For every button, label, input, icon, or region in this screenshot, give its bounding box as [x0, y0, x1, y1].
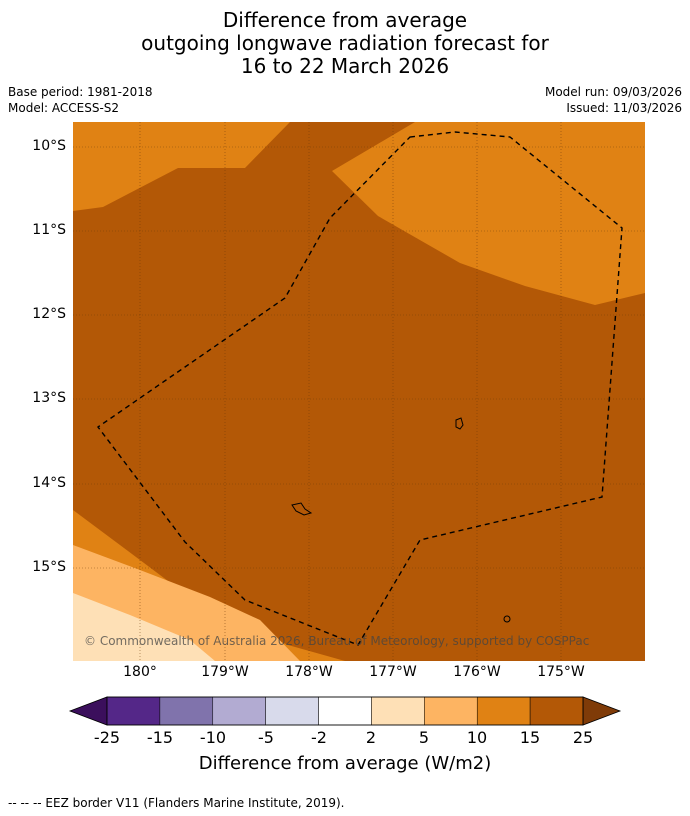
lat-label: 10°S: [32, 138, 66, 154]
eez-border: [97, 131, 623, 646]
colorbar-segment: [106, 696, 161, 726]
colorbar: [68, 696, 622, 726]
colorbar-segment: [529, 696, 584, 726]
colorbar-tick: -2: [311, 728, 327, 747]
island-3: [503, 615, 511, 623]
lat-label: 11°S: [32, 222, 66, 238]
island-2: [291, 502, 313, 516]
island-1: [455, 417, 464, 430]
copyright-text: © Commonwealth of Australia 2026, Bureau…: [84, 634, 589, 648]
title-line-2: outgoing longwave radiation forecast for: [141, 31, 549, 55]
colorbar-tick: 10: [466, 728, 488, 747]
colorbar-upper-extension: [582, 696, 622, 726]
lat-label: 14°S: [32, 475, 66, 491]
colorbar-tick: -25: [93, 728, 121, 747]
colorbar-lower-extension: [68, 696, 108, 726]
base-period: Base period: 1981-2018: [8, 85, 153, 99]
graticule: [73, 122, 645, 661]
colorbar-outline: [106, 696, 584, 726]
lon-label: 180°: [123, 664, 157, 680]
lon-label: 175°W: [537, 664, 585, 680]
eez-legend: -- -- -- EEZ border V11 (Flanders Marine…: [8, 796, 345, 810]
lon-label: 177°W: [369, 664, 417, 680]
model-name: Model: ACCESS-S2: [8, 101, 120, 115]
issued-date: Issued: 11/03/2026: [566, 101, 682, 115]
colorbar-tick: 5: [418, 728, 430, 747]
colorbar-segment: [159, 696, 214, 726]
lon-label: 178°W: [285, 664, 333, 680]
band-15-25: [73, 122, 645, 661]
colorbar-segment: [212, 696, 266, 726]
band-2-5: [73, 593, 215, 661]
colorbar-tick: 25: [572, 728, 594, 747]
lat-label: 15°S: [32, 559, 66, 575]
colorbar-segment: [424, 696, 478, 726]
colorbar-segment: [371, 696, 425, 726]
map-fill: [73, 122, 645, 661]
colorbar-tick: -5: [258, 728, 274, 747]
lon-label: 176°W: [453, 664, 501, 680]
lon-label: 179°W: [201, 664, 249, 680]
title-line-3: 16 to 22 March 2026: [240, 54, 450, 78]
title-line-1: Difference from average: [222, 8, 468, 32]
model-run: Model run: 09/03/2026: [544, 85, 682, 99]
colorbar-tick: -15: [146, 728, 174, 747]
colorbar-tick: 2: [365, 728, 377, 747]
lat-label: 12°S: [32, 306, 66, 322]
colorbar-label: Difference from average (W/m2): [198, 753, 492, 774]
colorbar-tick: -10: [199, 728, 227, 747]
colorbar-segment: [318, 696, 372, 726]
colorbar-segment: [476, 696, 531, 726]
colorbar-tick: 15: [519, 728, 541, 747]
lat-label: 13°S: [32, 390, 66, 406]
colorbar-segment: [265, 696, 319, 726]
